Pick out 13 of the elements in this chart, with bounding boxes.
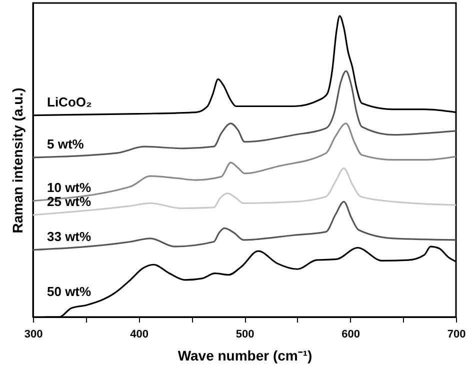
x-tick-label: 400 [130, 328, 148, 340]
x-axis-title: Wave number (cm⁻¹) [178, 348, 312, 364]
x-tick-label: 600 [342, 328, 360, 340]
series-label: 5 wt% [47, 136, 84, 152]
y-axis-title: Raman intensity (a.u.) [10, 88, 26, 234]
series-label: 10 wt% [47, 180, 92, 195]
x-tick-label: 500 [236, 328, 254, 340]
series-label: 50 wt% [47, 284, 92, 299]
x-tick-label: 700 [447, 328, 466, 340]
series-label: 33 wt% [47, 228, 92, 244]
series-label: 25 wt% [47, 194, 92, 209]
x-tick-label: 300 [24, 328, 43, 340]
series-label: LiCoO₂ [47, 94, 92, 110]
